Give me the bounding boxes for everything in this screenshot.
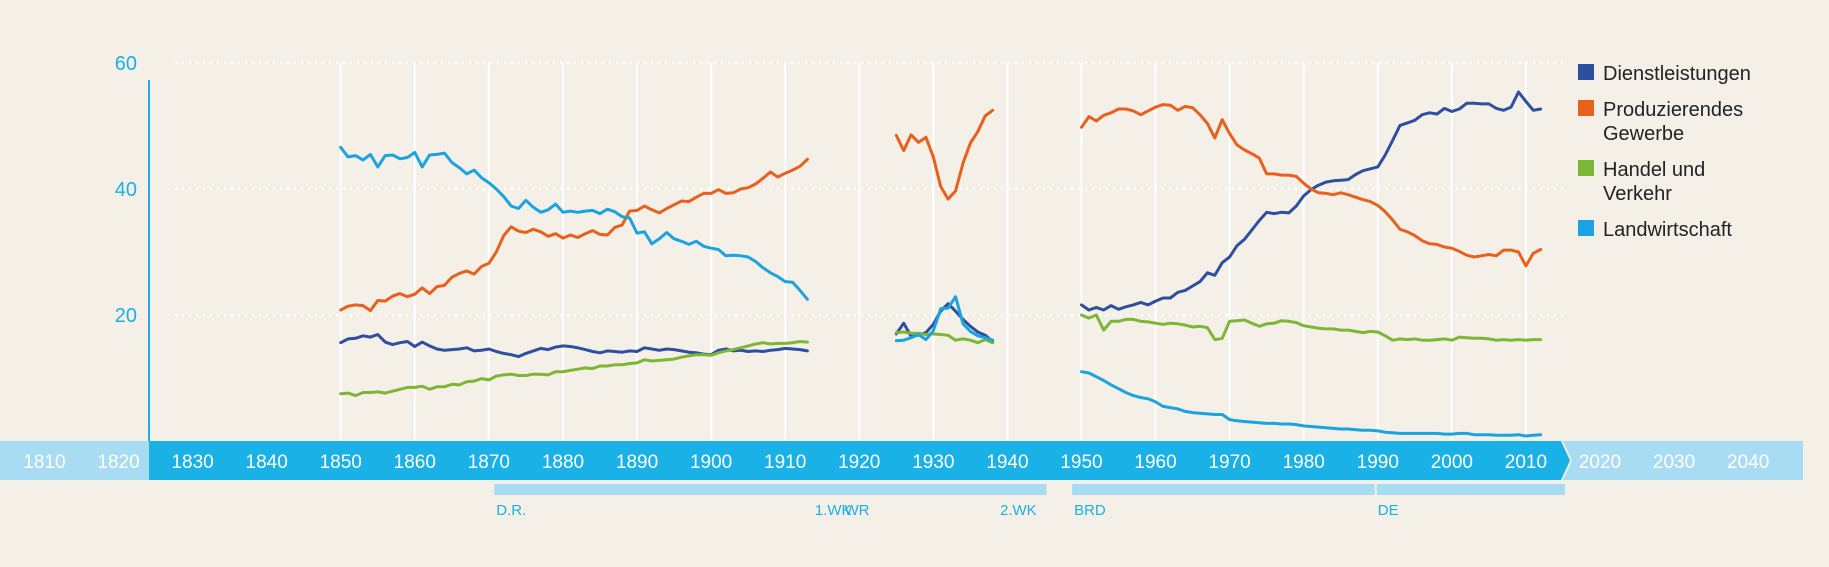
- x-tick-label: 1890: [616, 452, 658, 473]
- x-tick-label: 2010: [1505, 452, 1547, 473]
- era-label: D.R.: [496, 502, 526, 519]
- legend-label: Produzierendes: [1603, 99, 1743, 121]
- x-tick-label: 2040: [1727, 452, 1769, 473]
- series-line-produzierendes: [1080, 103, 1543, 268]
- series-line-dienstleistungen: [339, 333, 809, 359]
- x-tick-label: 1970: [1208, 452, 1250, 473]
- legend-swatch: [1578, 64, 1594, 80]
- x-tick-label: 1910: [764, 452, 806, 473]
- x-tick-label: 1990: [1357, 452, 1399, 473]
- legend-label: Verkehr: [1603, 183, 1672, 205]
- era-label: BRD: [1074, 502, 1106, 519]
- series-line-handel: [1080, 313, 1543, 342]
- x-tick-label: 1830: [171, 452, 213, 473]
- x-tick-label: 1860: [394, 452, 436, 473]
- x-tick-label: 1920: [838, 452, 880, 473]
- x-tick-label: 1960: [1134, 452, 1176, 473]
- era-label: WR: [844, 502, 869, 519]
- series-line-produzierendes: [339, 157, 809, 313]
- legend-swatch: [1578, 160, 1594, 176]
- x-tick-label: 1950: [1060, 452, 1102, 473]
- x-band-future: [1563, 441, 1803, 480]
- series-line-landwirtschaft: [894, 295, 995, 343]
- grid-layer: [175, 61, 1565, 441]
- era-label: 2.WK: [1000, 502, 1037, 519]
- x-tick-label: 2020: [1579, 452, 1621, 473]
- legend-label: Gewerbe: [1603, 123, 1684, 145]
- y-tick-label: 60: [115, 53, 137, 75]
- y-tick-label: 20: [115, 305, 137, 327]
- x-tick-label: 1900: [690, 452, 732, 473]
- x-tick-label: 2030: [1653, 452, 1695, 473]
- series-line-dienstleistungen: [1080, 90, 1543, 312]
- series-line-handel: [894, 330, 995, 345]
- era-band: [1072, 484, 1565, 495]
- x-band-main: [149, 441, 1570, 480]
- legend-label: Dienstleistungen: [1603, 63, 1751, 85]
- legend-item-dienstleistungen: Dienstleistungen: [1578, 63, 1751, 85]
- legend-item-landwirtschaft: Landwirtschaft: [1578, 219, 1732, 241]
- legend-label: Handel und: [1603, 159, 1705, 181]
- era-label: 1.WK: [815, 502, 852, 519]
- x-axis-band: [0, 441, 1803, 480]
- legend-label: Landwirtschaft: [1603, 219, 1732, 241]
- x-tick-label: 1930: [912, 452, 954, 473]
- x-tick-label: 1840: [246, 452, 288, 473]
- series-line-landwirtschaft: [1080, 370, 1543, 438]
- x-tick-label: 1850: [320, 452, 362, 473]
- legend-swatch: [1578, 220, 1594, 236]
- x-tick-label: 1820: [97, 452, 139, 473]
- era-label: DE: [1378, 502, 1399, 519]
- series-lines: [339, 90, 1543, 438]
- series-line-produzierendes: [894, 108, 995, 201]
- x-tick-label: 1880: [542, 452, 584, 473]
- legend-swatch: [1578, 100, 1594, 116]
- x-tick-label: 2000: [1431, 452, 1473, 473]
- x-band-past: [0, 441, 149, 480]
- x-axis-ticks: 1810 1820 1830 1840 1850 1860 1870 1880 1890 1900…: [23, 452, 1769, 473]
- era-band: [494, 484, 1047, 495]
- x-tick-label: 1940: [986, 452, 1028, 473]
- x-tick-label: 1980: [1283, 452, 1325, 473]
- x-tick-label: 1870: [468, 452, 510, 473]
- series-line-landwirtschaft: [339, 145, 809, 301]
- x-tick-label: 1810: [23, 452, 65, 473]
- y-axis: 20 40 60: [115, 53, 150, 441]
- series-line-handel: [339, 340, 809, 398]
- y-tick-label: 40: [115, 179, 137, 201]
